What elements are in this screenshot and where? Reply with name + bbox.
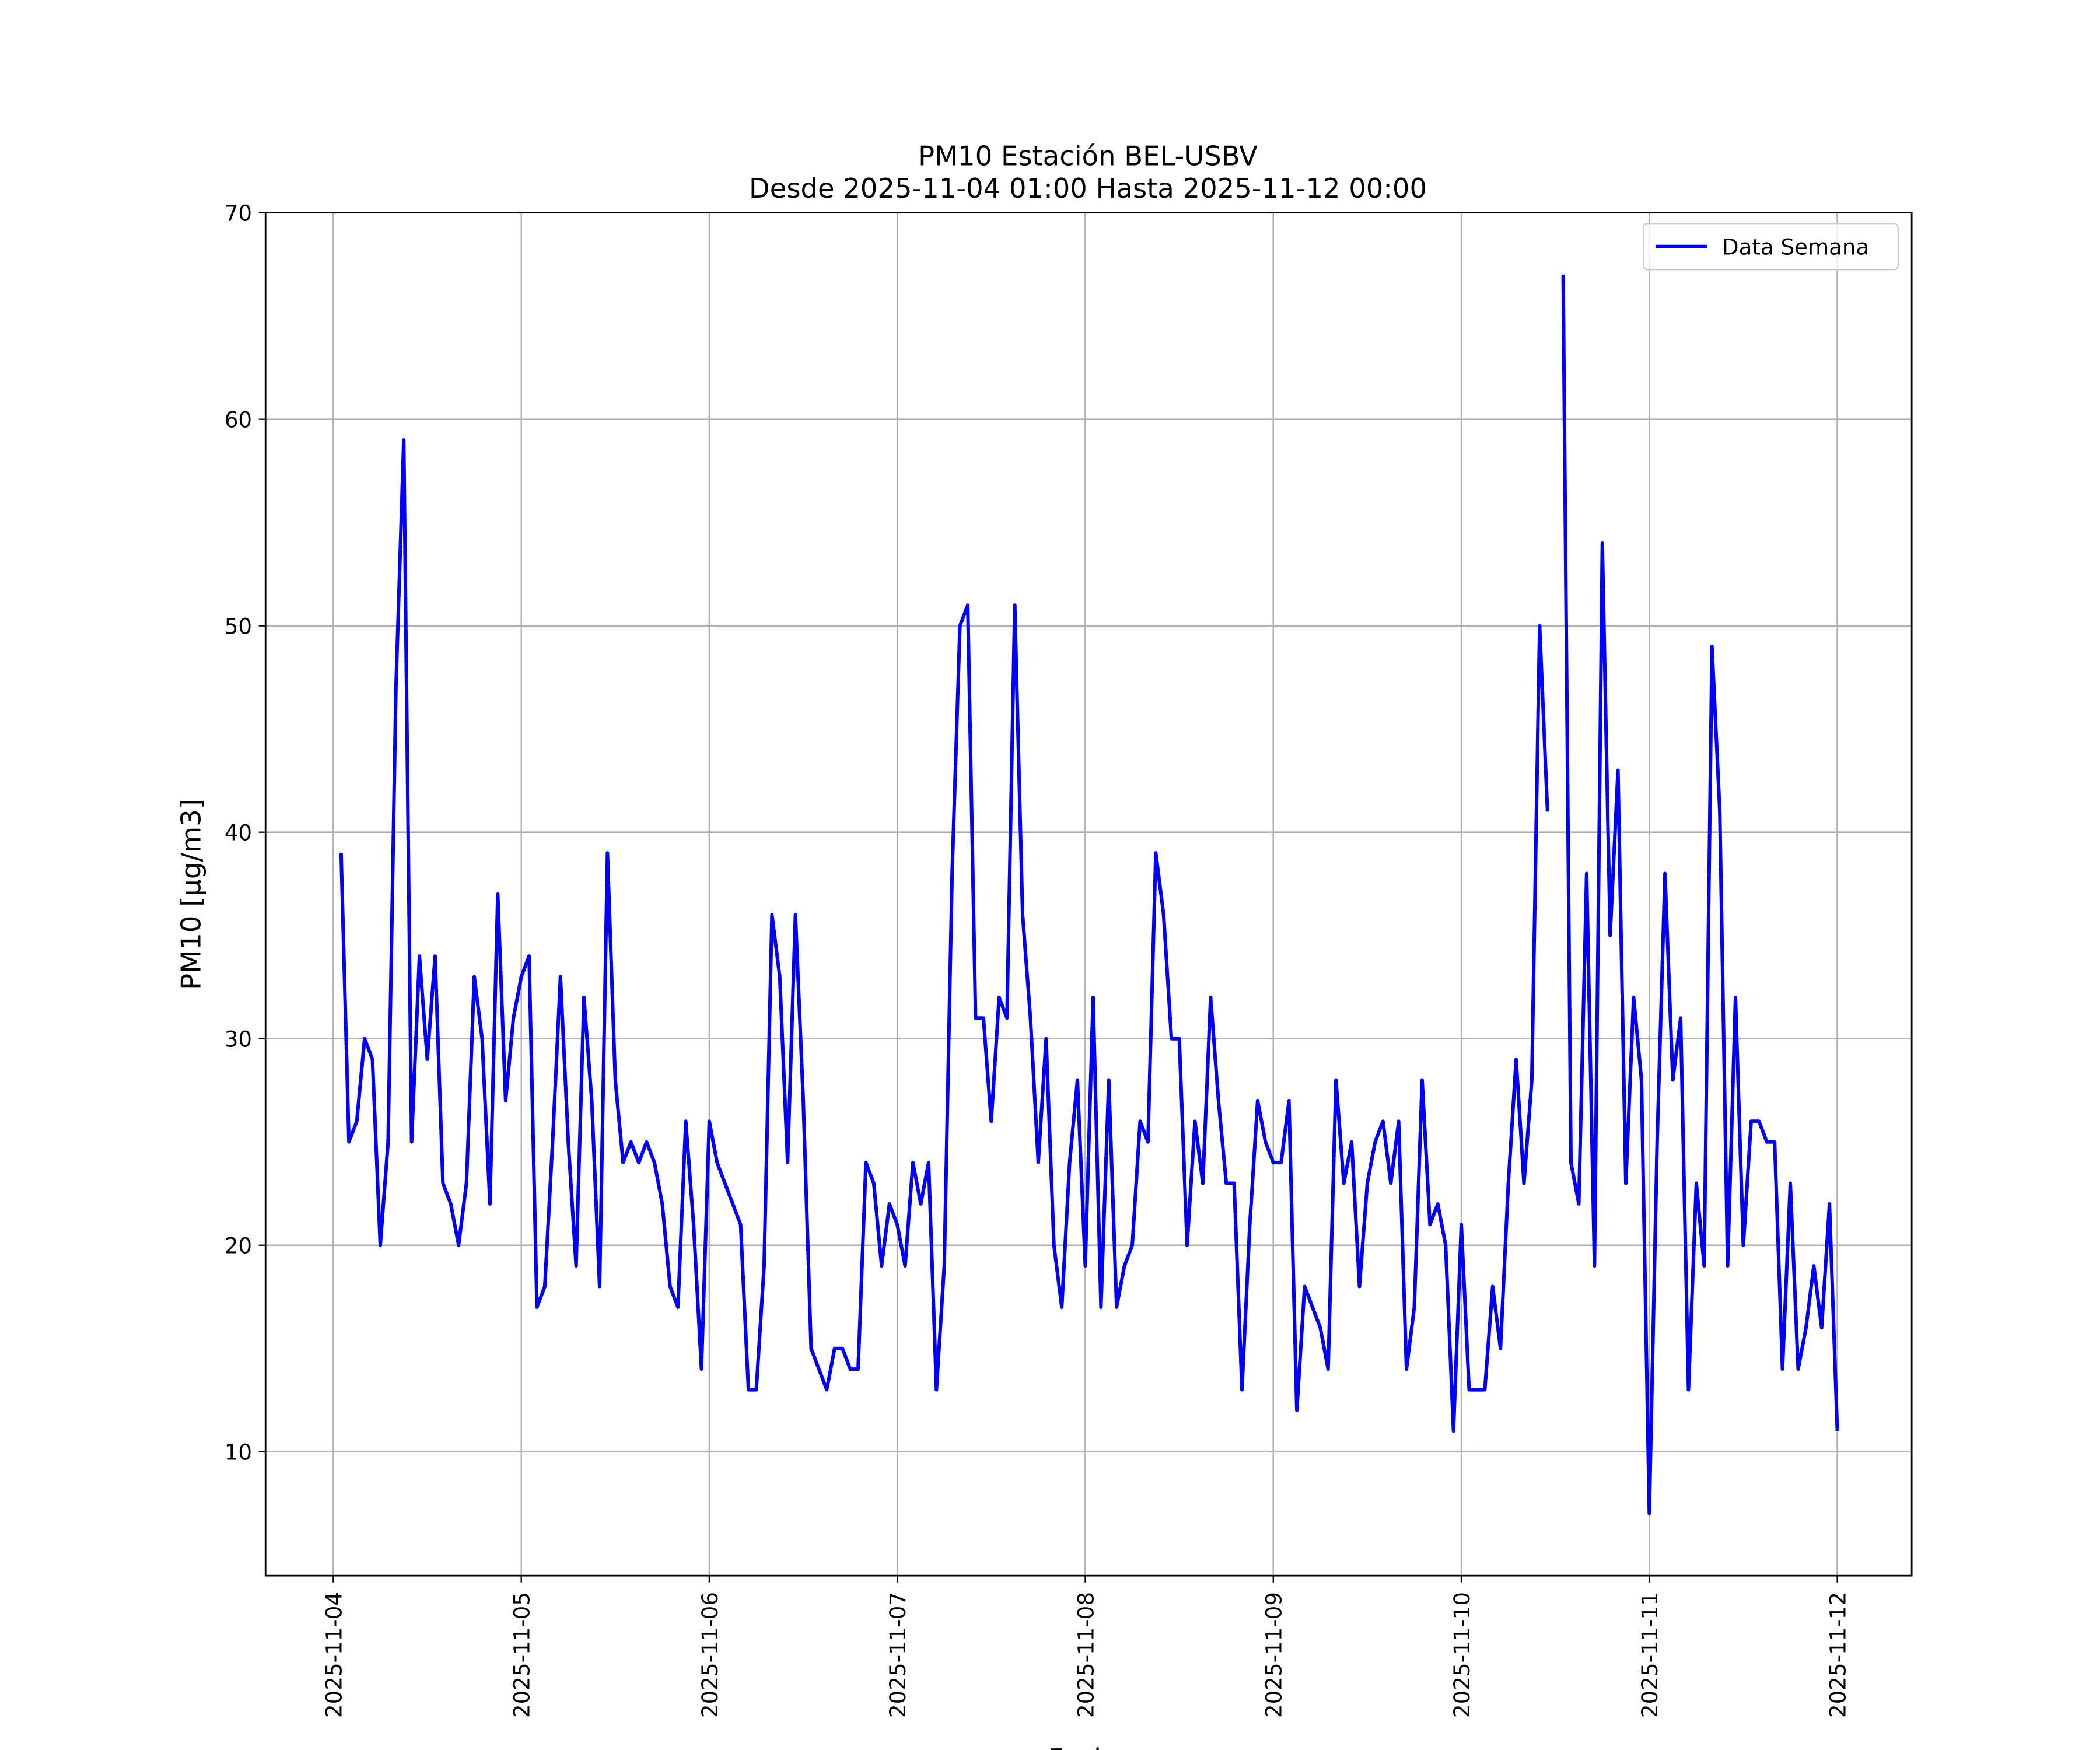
y-tick-label: 30 [225, 1027, 252, 1052]
x-tick-label: 2025-11-07 [886, 1592, 911, 1718]
x-tick-label: 2025-11-06 [698, 1592, 723, 1718]
legend-label: Data Semana [1722, 235, 1869, 260]
x-axis-label: Fecha [1048, 1743, 1128, 1750]
y-tick-label: 50 [225, 614, 252, 639]
y-tick-label: 10 [225, 1440, 252, 1465]
data-line [339, 274, 1839, 1516]
x-tick-label: 2025-11-12 [1826, 1592, 1851, 1718]
x-tick-label: 2025-11-11 [1637, 1592, 1662, 1718]
y-tick-label: 20 [225, 1234, 252, 1259]
plot-frame [264, 212, 1913, 1577]
chart-title: PM10 Estación BEL-USBV [918, 140, 1258, 172]
x-tick-label: 2025-11-09 [1262, 1592, 1287, 1718]
x-tick-label: 2025-11-05 [510, 1592, 535, 1718]
y-tick-label: 60 [225, 408, 252, 433]
y-axis-label: PM10 [μg/m3] [176, 799, 207, 990]
y-tick-label: 70 [225, 201, 252, 226]
chart-subtitle: Desde 2025-11-04 01:00 Hasta 2025-11-12 … [749, 173, 1427, 204]
x-tick-label: 2025-11-10 [1450, 1592, 1475, 1718]
y-tick-label: 40 [225, 821, 252, 846]
x-tick-label: 2025-11-08 [1073, 1592, 1098, 1718]
legend: Data Semana [1643, 223, 1899, 271]
x-tick-label: 2025-11-04 [321, 1592, 346, 1718]
legend-box [1643, 223, 1899, 271]
